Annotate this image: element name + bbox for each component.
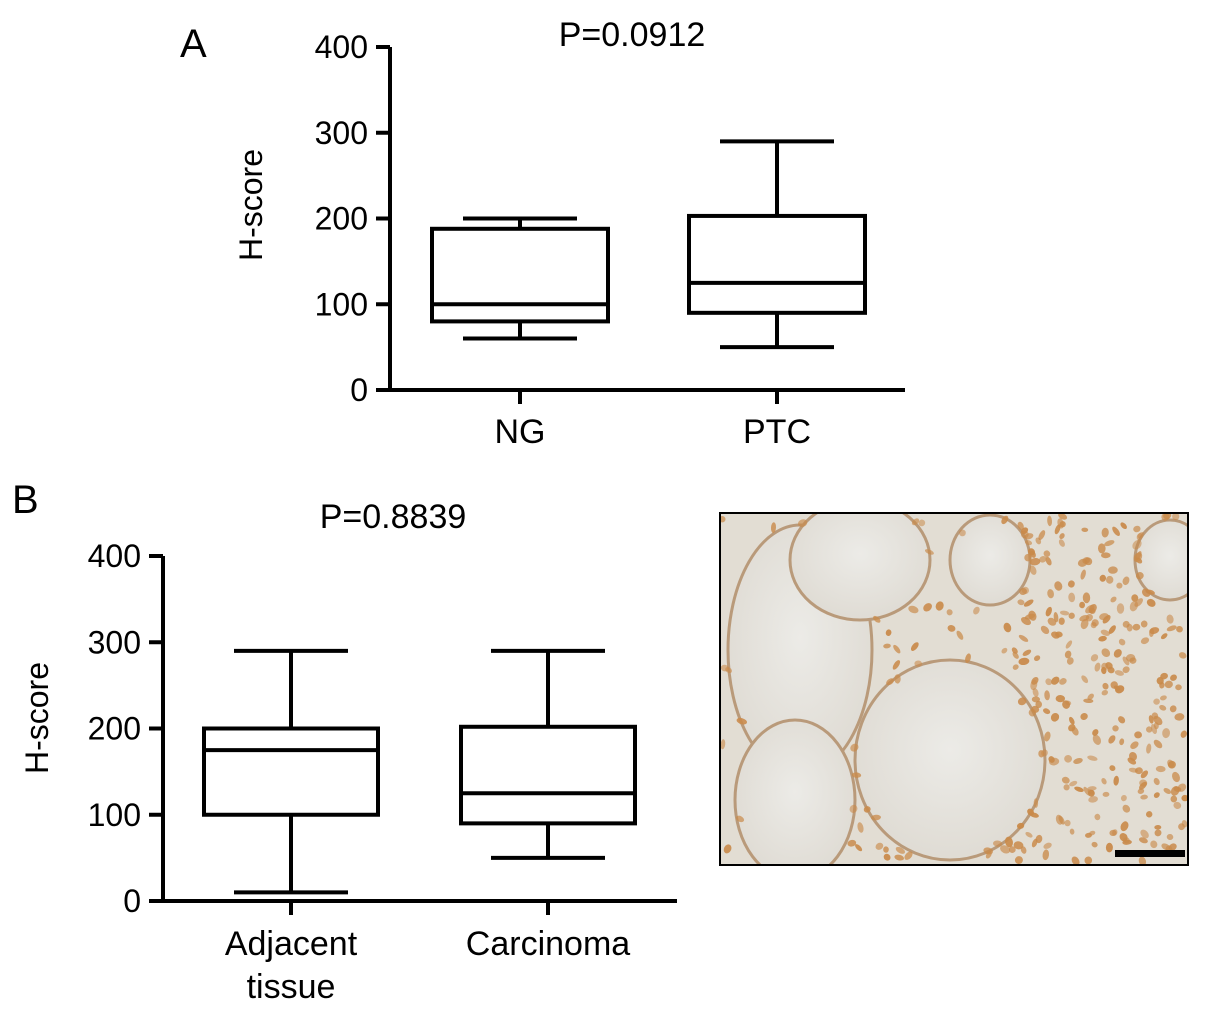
panel-a-x-category-label: PTC [743,413,811,451]
panel-b-y-tick-label: 100 [88,797,141,833]
panel-b-letter: B [12,478,39,522]
panel-a-y-tick-label: 100 [315,286,368,322]
panel-a-letter: A [180,22,207,66]
panel-a-pvalue: P=0.0912 [559,16,706,54]
panel-b-y-axis-label: H-score [19,662,55,774]
panel-a-box-1 [430,216,610,341]
panel-b-y-tick-label: 400 [88,538,141,574]
stained-nuclei [720,513,1188,865]
iqr-box [459,724,637,826]
ihc-micrograph [719,512,1189,866]
panel-b-box-2 [459,648,637,860]
iqr-box [202,726,380,817]
iqr-box [687,213,867,315]
panel-a-y-axis-label: H-score [233,149,269,261]
chart-a: 0 100 200 300 400 H-score NG PTC [233,29,905,451]
panel-b-y-tick-label: 200 [88,711,141,747]
panel-b-y-tick-label: 0 [123,883,141,919]
panel-b-y-tick-label: 300 [88,624,141,660]
iqr-box [430,226,610,324]
panel-a-y-tick-label: 400 [315,29,368,65]
scale-bar [1115,850,1185,857]
panel-a-box-2 [687,139,867,350]
panel-b-pvalue: P=0.8839 [320,498,467,536]
micrograph-frame [719,512,1189,866]
panel-a-y-tick-label: 0 [350,372,368,408]
panel-a-y-tick-label: 200 [315,201,368,237]
panel-b-x-category-label: tissue [247,968,336,1006]
panel-b-x-category-label: Carcinoma [466,925,630,963]
panel-b-x-category-label: Adjacent [225,925,358,963]
panel-a-y-tick-label: 300 [315,115,368,151]
chart-b: 0 100 200 300 400 H-score Adjacent tissue Carcin… [19,538,677,1006]
panel-a-x-category-label: NG [495,413,546,451]
panel-b-box-1 [202,648,380,895]
